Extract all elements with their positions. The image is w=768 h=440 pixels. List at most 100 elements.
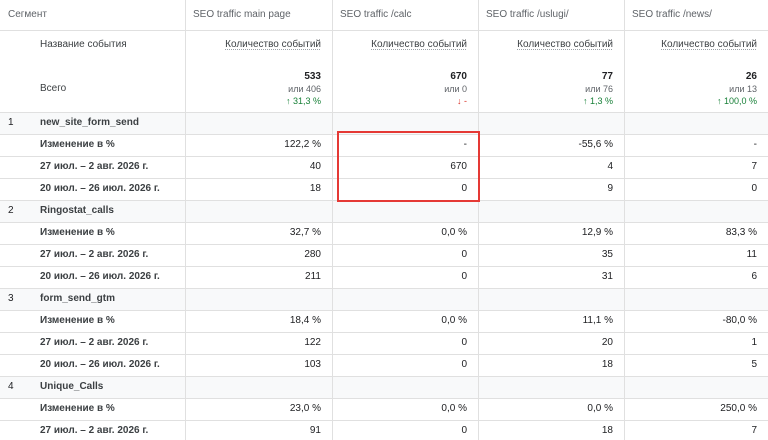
cell-value: 0 (461, 183, 467, 194)
group-index: 1 (8, 117, 14, 128)
divider (0, 354, 768, 355)
cell-value: 250,0 % (720, 403, 757, 414)
column-header[interactable]: SEO traffic main page (193, 9, 291, 20)
column-header[interactable]: SEO traffic /uslugi/ (486, 9, 569, 20)
cell-value: 91 (309, 425, 321, 436)
divider (0, 376, 768, 377)
divider (0, 266, 768, 267)
row-label: Изменение в % (40, 315, 115, 326)
cell-value: 9 (607, 183, 613, 194)
column-header[interactable]: Сегмент (8, 9, 47, 20)
row-label: 20 июл. – 26 июл. 2026 г. (40, 359, 160, 370)
cell-value: 18 (601, 359, 613, 370)
group-index: 2 (8, 205, 14, 216)
row-label: Изменение в % (40, 139, 115, 150)
total-change: ↓ - (457, 96, 467, 106)
cell-value: 122,2 % (284, 139, 321, 150)
divider (0, 332, 768, 333)
cell-value: 6 (751, 271, 757, 282)
group-row-bg (0, 288, 768, 310)
column-divider (185, 0, 186, 440)
cell-value: 0 (751, 183, 757, 194)
row-label: 27 июл. – 2 авг. 2026 г. (40, 425, 149, 436)
total-previous: или 76 (585, 84, 613, 94)
cell-value: 103 (304, 359, 321, 370)
divider (0, 222, 768, 223)
group-index: 3 (8, 293, 14, 304)
cell-value: 7 (751, 161, 757, 172)
total-previous: или 0 (444, 84, 467, 94)
total-previous: или 13 (729, 84, 757, 94)
metric-header: Количество событий (225, 39, 321, 50)
cell-value: 18 (309, 183, 321, 194)
row-label: 27 июл. – 2 авг. 2026 г. (40, 161, 149, 172)
subheader-label: Название события (40, 39, 127, 50)
divider (0, 420, 768, 421)
cell-value: 18 (601, 425, 613, 436)
cell-value: - (463, 139, 467, 150)
cell-value: 7 (751, 425, 757, 436)
cell-value: 0 (461, 359, 467, 370)
row-label: 27 июл. – 2 авг. 2026 г. (40, 249, 149, 260)
highlight-box (337, 131, 480, 202)
cell-value: 0 (461, 271, 467, 282)
cell-value: 0 (461, 337, 467, 348)
cell-value: 0,0 % (587, 403, 613, 414)
cell-value: 18,4 % (289, 315, 321, 326)
cell-value: 11 (746, 249, 757, 260)
cell-value: 32,7 % (289, 227, 321, 238)
cell-value: 280 (304, 249, 321, 260)
cell-value: -80,0 % (722, 315, 757, 326)
cell-value: 670 (450, 161, 467, 172)
total-previous: или 406 (288, 84, 321, 94)
cell-value: 0,0 % (441, 403, 467, 414)
column-header[interactable]: SEO traffic /news/ (632, 9, 712, 20)
cell-value: 211 (305, 271, 321, 282)
divider (0, 244, 768, 245)
divider (0, 398, 768, 399)
row-label: Изменение в % (40, 403, 115, 414)
divider (0, 30, 768, 31)
group-row-bg (0, 112, 768, 134)
cell-value: 1 (751, 337, 757, 348)
cell-value: 11,1 % (582, 315, 613, 326)
divider (0, 288, 768, 289)
cell-value: 4 (607, 161, 613, 172)
cell-value: 122 (304, 337, 321, 348)
cell-value: 31 (601, 271, 613, 282)
total-change: ↑ 1,3 % (582, 96, 613, 106)
total-value: 533 (304, 71, 321, 82)
divider (0, 178, 768, 179)
cell-value: 23,0 % (289, 403, 321, 414)
metric-header: Количество событий (371, 39, 467, 50)
column-divider (624, 0, 625, 440)
cell-value: 83,3 % (725, 227, 757, 238)
cell-value: - (753, 139, 757, 150)
column-divider (478, 0, 479, 440)
cell-value: 35 (601, 249, 613, 260)
row-label: 20 июл. – 26 июл. 2026 г. (40, 271, 160, 282)
cell-value: 0 (461, 425, 467, 436)
cell-value: 20 (601, 337, 613, 348)
total-value: 77 (601, 71, 613, 82)
group-index: 4 (8, 381, 14, 392)
group-name: form_send_gtm (40, 293, 116, 304)
cell-value: 0,0 % (441, 227, 467, 238)
cell-value: 0 (461, 249, 467, 260)
divider (0, 112, 768, 113)
total-change: ↑ 100,0 % (716, 96, 757, 106)
column-header[interactable]: SEO traffic /calc (340, 9, 412, 20)
totals-label: Всего (40, 83, 67, 94)
row-label: Изменение в % (40, 227, 115, 238)
row-label: 27 июл. – 2 авг. 2026 г. (40, 337, 149, 348)
group-name: Ringostat_calls (40, 205, 114, 216)
total-value: 670 (450, 71, 467, 82)
metric-header: Количество событий (517, 39, 613, 50)
cell-value: 12,9 % (581, 227, 613, 238)
cell-value: 5 (751, 359, 757, 370)
cell-value: 0,0 % (441, 315, 467, 326)
group-row-bg (0, 376, 768, 398)
divider (0, 134, 768, 135)
group-name: new_site_form_send (40, 117, 139, 128)
